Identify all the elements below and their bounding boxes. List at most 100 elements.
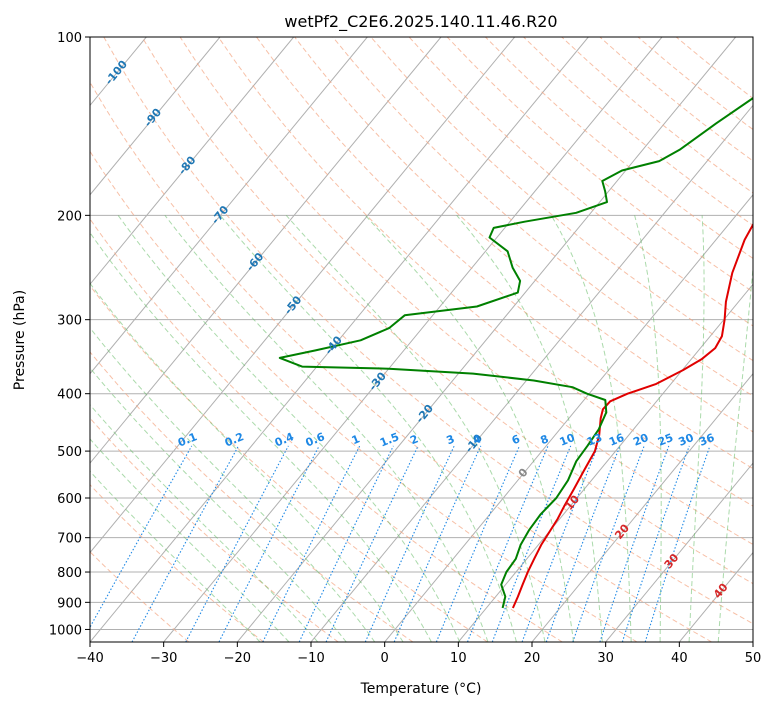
x-tick-label: 0	[381, 651, 389, 666]
mixing-ratio-label: 2	[408, 432, 420, 447]
mixing-ratio-line	[466, 445, 549, 642]
dry-adiabat-line	[90, 218, 563, 642]
mixing-ratio-label: 1	[350, 432, 362, 447]
isotherm-line	[457, 283, 753, 642]
y-tick-label: 500	[57, 445, 82, 460]
y-tick-label: 900	[57, 596, 82, 611]
y-tick-label: 800	[57, 566, 82, 581]
mixing-ratio-line	[545, 445, 621, 642]
isotherm-line	[236, 37, 737, 642]
x-tick-label: −30	[150, 651, 177, 666]
mixing-ratio-line	[262, 445, 361, 642]
dry-adiabat-line	[90, 351, 414, 642]
plot-frame	[89, 36, 754, 643]
isotherm-line	[90, 37, 295, 286]
isotherm-line	[90, 37, 589, 642]
dry-adiabat-line	[408, 37, 753, 327]
moist-adiabat-line	[164, 214, 489, 642]
x-tick-label: 10	[450, 651, 467, 666]
dry-adiabat-line	[256, 37, 753, 470]
isotherm-line	[384, 194, 753, 642]
moist-adiabat-line	[90, 438, 290, 642]
axes: −40 −30 −20 −10 0 10 20 30 40 50 100 200 300 400 500 60…	[49, 31, 761, 666]
mixing-ratio-label: 13	[585, 431, 604, 449]
x-tick-label: −40	[76, 651, 103, 666]
profile-series	[278, 96, 753, 609]
dry-adiabat-line	[90, 284, 488, 642]
x-axis-label: Temperature (°C)	[360, 681, 482, 697]
chart-title: wetPf2_C2E6.2025.140.11.46.R20	[284, 12, 557, 32]
mixing-ratio-label: 10	[558, 431, 577, 449]
mixing-ratio-label: 20	[631, 431, 650, 449]
mixing-ratio-line	[491, 445, 572, 642]
moist-adiabat-line	[90, 327, 376, 642]
dry-adiabat-line	[217, 37, 753, 507]
moist-adiabat-line	[117, 215, 461, 642]
mixing-ratio-line	[572, 445, 645, 642]
dry-adiabat-line	[179, 37, 753, 546]
isotherm-line	[90, 37, 516, 554]
x-tick-label: 40	[671, 651, 688, 666]
isotherm-line	[90, 37, 221, 196]
isotherm-line	[90, 37, 368, 375]
moist-adiabat-line	[90, 367, 347, 642]
dewpoint-profile-line	[278, 96, 753, 609]
dry-adiabat-line	[294, 37, 753, 433]
mixing-ratio-line	[364, 445, 455, 642]
dry-adiabat-line	[90, 417, 339, 642]
mixing-ratio-line	[435, 445, 521, 642]
dry-adiabat-line	[446, 37, 753, 293]
mixing-ratio-line	[644, 445, 711, 642]
mixing-ratio-label: 16	[607, 431, 626, 449]
mixing-ratio-line	[298, 445, 394, 642]
plot-background	[90, 37, 753, 642]
mixing-ratio-line	[521, 445, 599, 642]
dry-adiabat-line	[90, 81, 712, 642]
moist-adiabat-line	[219, 214, 517, 642]
mixing-ratio-line	[393, 445, 482, 642]
x-tick-label: −10	[297, 651, 324, 666]
x-tick-label: 30	[597, 651, 614, 666]
moist-adiabat-line	[90, 404, 319, 642]
isotherm-line	[163, 37, 663, 642]
y-tick-label: 300	[57, 314, 82, 329]
y-tick-label: 200	[57, 209, 82, 224]
mixing-ratio-label: 36	[697, 431, 716, 449]
moist-adiabat-line	[688, 215, 705, 642]
mixing-ratio-label: 25	[656, 431, 675, 449]
x-tick-label: 20	[524, 651, 541, 666]
mixing-ratio-line	[325, 445, 419, 642]
y-tick-label: 700	[57, 532, 82, 547]
dry-adiabat-line	[90, 150, 638, 642]
mixing-ratio-line	[131, 445, 239, 642]
y-tick-label: 600	[57, 492, 82, 507]
isotherm-line	[310, 104, 753, 642]
moist-adiabat-line	[90, 282, 404, 642]
mixing-ratio-line	[90, 445, 193, 629]
y-tick-label: 1000	[49, 623, 82, 638]
mixing-ratio-label: 8	[538, 432, 550, 447]
isotherm-line	[531, 372, 753, 642]
dry-adiabat-line	[370, 37, 753, 362]
dry-adiabat-line	[103, 37, 753, 625]
moist-adiabat-line	[285, 214, 546, 642]
mixing-ratio-label: 30	[677, 431, 696, 449]
isotherm-line	[605, 462, 753, 642]
y-axis-label: Pressure (hPa)	[12, 290, 28, 390]
mixing-ratio-label: 3	[444, 432, 456, 447]
moist-adiabat-line	[90, 231, 432, 642]
mixing-ratio-line	[621, 445, 690, 642]
moist-adiabat-line	[550, 215, 632, 642]
moist-adiabat-line	[364, 214, 575, 642]
y-tick-label: 100	[57, 31, 82, 46]
moist-adiabat-line	[717, 262, 753, 642]
dry-adiabat-line	[90, 483, 264, 642]
dry-adiabat-line	[141, 37, 753, 585]
isotherm-line	[90, 37, 442, 464]
mixing-ratio-line	[599, 445, 670, 642]
temperature-profile-line	[511, 222, 753, 609]
x-tick-label: 50	[745, 651, 762, 666]
moist-adiabat-line	[90, 470, 261, 642]
moist-adiabat-line	[634, 215, 662, 642]
